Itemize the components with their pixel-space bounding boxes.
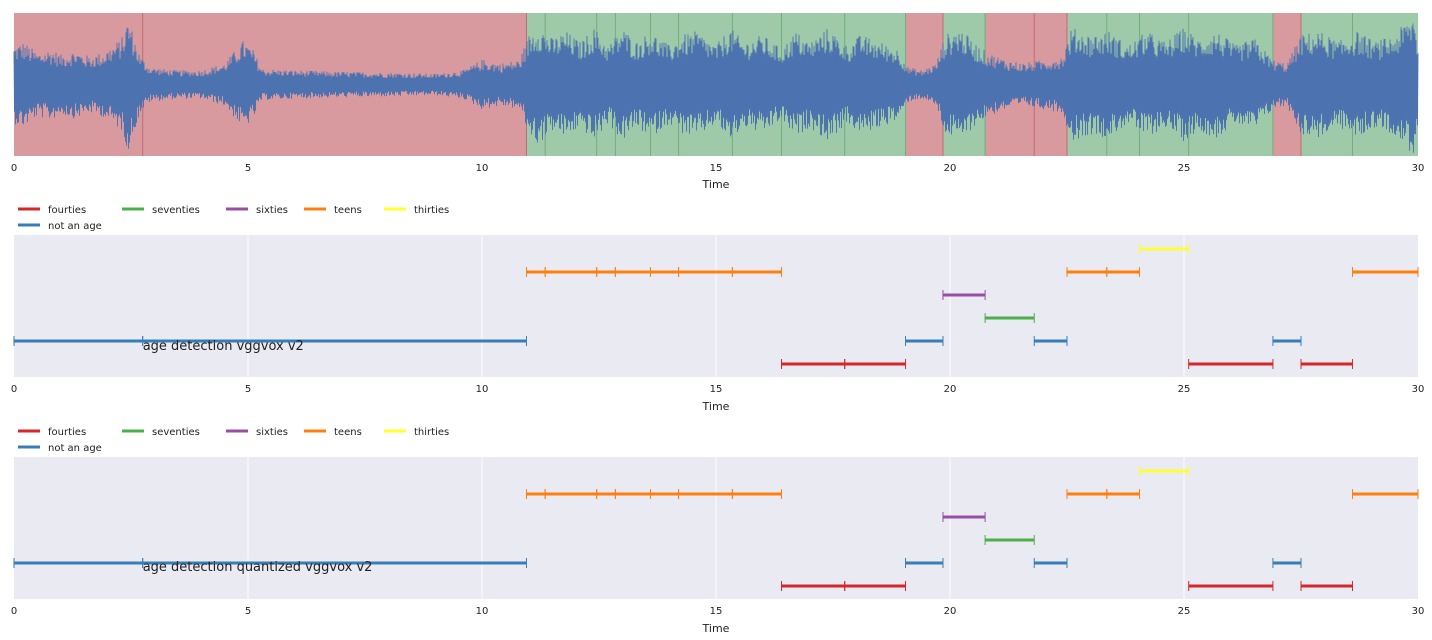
x-tick-label: 10 [476, 163, 489, 174]
legend-label: not an age [48, 443, 102, 454]
x-tick-label: 25 [1178, 384, 1191, 395]
x-tick-label: 25 [1178, 606, 1191, 617]
x-tick-label: 15 [710, 163, 723, 174]
legend-item: teens [304, 427, 362, 438]
x-tick-label: 0 [11, 606, 17, 617]
legend-label: seventies [152, 427, 200, 438]
segment-not-an-age [1033, 336, 1068, 346]
segment-teens [731, 489, 783, 499]
legend-label: thirties [414, 427, 449, 438]
segment-sixties [942, 512, 986, 522]
legend-item: seventies [122, 427, 200, 438]
legend-item: fourties [18, 205, 86, 216]
legend-item: thirties [384, 427, 449, 438]
segment-fourties [1300, 359, 1353, 369]
x-tick-label: 15 [710, 606, 723, 617]
segment-thirties [1139, 466, 1190, 476]
segment-not-an-age [142, 336, 527, 346]
segment-fourties [1188, 581, 1274, 591]
segment-thirties [1139, 244, 1190, 254]
x-tick-label: 20 [944, 163, 957, 174]
x-tick-label: 0 [11, 384, 17, 395]
x-tick-label: 20 [944, 384, 957, 395]
x-tick-label: 15 [710, 384, 723, 395]
segment-not-an-age [905, 336, 944, 346]
legend-item: teens [304, 205, 362, 216]
segment-fourties [1300, 581, 1353, 591]
segment-fourties [844, 359, 907, 369]
legend-label: not an age [48, 221, 102, 232]
legend-label: fourties [48, 427, 86, 438]
legend-label: seventies [152, 205, 200, 216]
x-tick-label: 10 [476, 384, 489, 395]
segment-seventies [984, 313, 1035, 323]
x-tick-label: 30 [1412, 606, 1425, 617]
legend-item: seventies [122, 205, 200, 216]
segment-teens [1351, 489, 1419, 499]
legend-item: not an age [18, 443, 102, 454]
x-axis-label: Time [702, 178, 730, 191]
segment-teens [1106, 267, 1141, 277]
x-tick-label: 30 [1412, 163, 1425, 174]
x-tick-label: 25 [1178, 163, 1191, 174]
x-tick-label: 30 [1412, 384, 1425, 395]
segment-not-an-age [142, 558, 527, 568]
legend-item: sixties [226, 427, 288, 438]
segment-fourties [1188, 359, 1274, 369]
x-tick-label: 20 [944, 606, 957, 617]
x-tick-label: 5 [245, 384, 251, 395]
segment-teens [1351, 267, 1419, 277]
segment-not-an-age [905, 558, 944, 568]
segment-fourties [844, 581, 907, 591]
segment-not-an-age [1272, 336, 1302, 346]
segment-not-an-age [1272, 558, 1302, 568]
x-axis-label: Time [702, 622, 730, 635]
x-tick-label: 5 [245, 606, 251, 617]
x-axis-label: Time [702, 400, 730, 413]
legend-label: fourties [48, 205, 86, 216]
legend-item: fourties [18, 427, 86, 438]
legend-label: thirties [414, 205, 449, 216]
panel-title: age detection vggvox v2 [143, 339, 304, 354]
x-tick-label: 0 [11, 163, 17, 174]
x-tick-label: 5 [245, 163, 251, 174]
legend-item: thirties [384, 205, 449, 216]
segment-teens [731, 267, 783, 277]
legend-label: teens [334, 427, 362, 438]
legend-label: sixties [256, 205, 288, 216]
legend-label: teens [334, 205, 362, 216]
legend-label: sixties [256, 427, 288, 438]
waveform-line [13, 23, 1419, 153]
panel-title: age detection quantized vggvox v2 [143, 560, 373, 575]
x-tick-label: 10 [476, 606, 489, 617]
segment-not-an-age [1033, 558, 1068, 568]
segment-teens [1106, 489, 1141, 499]
segment-sixties [942, 290, 986, 300]
legend-item: sixties [226, 205, 288, 216]
legend-item: not an age [18, 221, 102, 232]
segment-seventies [984, 535, 1035, 545]
